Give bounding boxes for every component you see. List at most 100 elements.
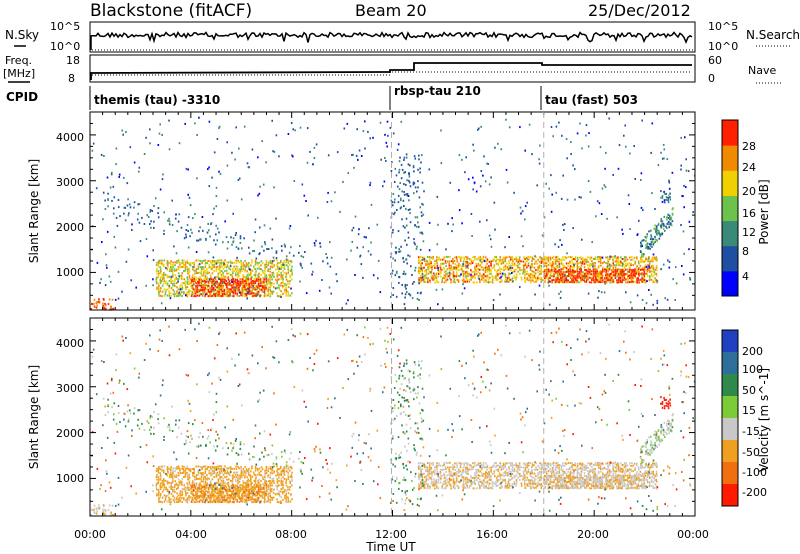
echo-cell: [171, 486, 174, 489]
echo-cell: [440, 129, 442, 132]
echo-cell: [355, 154, 358, 157]
echo-cell: [385, 159, 387, 162]
echo-cell: [245, 284, 248, 287]
echo-cell: [621, 274, 623, 277]
echo-cell: [281, 482, 284, 485]
echo-cell: [623, 273, 625, 275]
echo-cell: [238, 480, 241, 483]
echo-cell: [241, 270, 243, 273]
echo-cell: [560, 290, 562, 293]
echo-cell: [246, 162, 249, 165]
echo-cell: [605, 270, 607, 273]
echo-cell: [427, 484, 429, 487]
echo-cell: [643, 268, 645, 271]
echo-cell: [204, 266, 207, 269]
echo-cell: [592, 268, 595, 271]
echo-cell: [661, 220, 664, 223]
echo-cell: [200, 238, 202, 241]
echo-cell: [551, 279, 553, 282]
echo-cell: [221, 496, 224, 499]
echo-cell: [285, 286, 287, 289]
echo-cell: [406, 284, 408, 287]
echo-cell: [245, 488, 247, 491]
echo-cell: [644, 279, 647, 281]
echo-cell: [107, 192, 109, 195]
echo-cell: [163, 471, 165, 474]
echo-cell: [260, 294, 262, 297]
echo-cell: [462, 263, 464, 266]
echo-cell: [612, 268, 614, 271]
echo-cell: [221, 265, 223, 268]
echo-cell: [482, 269, 485, 272]
echo-cell: [271, 284, 273, 287]
echo-cell: [549, 280, 552, 283]
echo-cell: [479, 256, 482, 259]
echo-cell: [452, 273, 455, 275]
echo-cell: [540, 262, 543, 265]
echo-cell: [326, 201, 329, 203]
echo-cell: [263, 492, 265, 495]
echo-cell: [278, 270, 280, 273]
echo-cell: [576, 279, 579, 282]
echo-cell: [402, 272, 405, 275]
echo-cell: [244, 295, 246, 298]
echo-cell: [668, 226, 670, 229]
echo-cell: [649, 275, 651, 278]
echo-cell: [621, 281, 623, 284]
echo-cell: [395, 251, 398, 254]
echo-cell: [93, 305, 96, 308]
echo-cell: [254, 282, 257, 285]
echo-cell: [642, 255, 644, 258]
echo-cell: [197, 263, 200, 266]
echo-cell: [663, 201, 666, 204]
echo-cell: [574, 262, 577, 265]
echo-cell: [404, 285, 407, 288]
echo-cell: [414, 224, 416, 227]
echo-cell: [448, 267, 451, 270]
echo-cell: [105, 264, 108, 267]
echo-cell: [254, 280, 256, 283]
echo-cell: [528, 123, 531, 126]
echo-cell: [558, 266, 561, 269]
echo-cell: [149, 223, 151, 225]
echo-cell: [211, 467, 214, 470]
echo-cell: [180, 274, 183, 277]
echo-cell: [632, 269, 635, 272]
echo-cell: [160, 270, 162, 273]
echo-cell: [406, 193, 409, 195]
echo-cell: [450, 272, 453, 275]
echo-cell: [250, 482, 252, 485]
echo-cell: [536, 262, 539, 265]
echo-cell: [214, 293, 217, 296]
echo-cell: [198, 282, 200, 284]
echo-cell: [529, 269, 532, 271]
echo-cell: [423, 260, 426, 263]
echo-cell: [254, 488, 257, 491]
echo-cell: [416, 297, 419, 300]
echo-cell: [284, 282, 286, 285]
echo-cell: [499, 268, 501, 271]
echo-cell: [692, 211, 694, 214]
echo-cell: [264, 288, 267, 291]
echo-cell: [618, 264, 620, 267]
echo-cell: [263, 224, 266, 227]
echo-cell: [435, 260, 438, 263]
echo-cell: [459, 264, 462, 267]
echo-cell: [185, 499, 187, 502]
echo-cell: [666, 227, 668, 230]
echo-cell: [601, 273, 603, 276]
echo-cell: [576, 265, 579, 267]
echo-cell: [657, 223, 660, 226]
echo-cell: [497, 274, 499, 277]
echo-cell: [619, 275, 622, 278]
echo-cell: [205, 280, 207, 283]
echo-cell: [263, 249, 265, 252]
echo-cell: [211, 288, 213, 291]
echo-cell: [568, 272, 570, 275]
echo-cell: [194, 498, 197, 501]
echo-cell: [645, 265, 648, 268]
echo-cell: [430, 262, 432, 265]
echo-cell: [161, 465, 163, 468]
echo-cell: [170, 282, 172, 284]
